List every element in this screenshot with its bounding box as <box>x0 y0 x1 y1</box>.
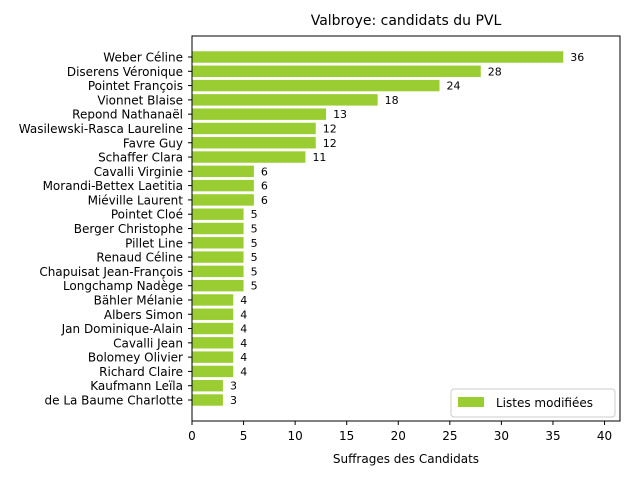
data-label: 4 <box>240 308 247 321</box>
data-label: 12 <box>323 137 337 150</box>
data-label: 11 <box>312 151 326 164</box>
y-tick-label: Cavalli Jean <box>113 336 183 350</box>
y-tick-label: Longchamp Nadège <box>63 279 183 293</box>
y-tick-label: Berger Christophe <box>74 222 183 236</box>
axes-spines <box>191 35 621 422</box>
data-label: 5 <box>251 223 258 236</box>
x-tick-label: 10 <box>287 429 302 443</box>
y-tick-label: Richard Claire <box>99 365 183 379</box>
bar <box>192 294 234 306</box>
data-label: 6 <box>261 180 268 193</box>
data-label: 5 <box>251 208 258 221</box>
bar <box>192 322 234 335</box>
bar <box>192 151 306 163</box>
x-tick-label: 30 <box>494 429 509 443</box>
y-tick-label: Jan Dominique-Alain <box>61 322 183 336</box>
y-tick-label: Cavalli Virginie <box>94 165 183 179</box>
x-tick-label: 20 <box>391 429 406 443</box>
y-tick-label: Kaufmann Leïla <box>90 379 183 393</box>
x-axis-ticks: 0 5 10 15 20 25 30 35 40 <box>188 421 612 443</box>
bar <box>192 222 244 235</box>
data-label: 5 <box>251 280 258 293</box>
bar <box>192 379 223 392</box>
bar <box>192 51 564 63</box>
y-tick-label: Chapuisat Jean-François <box>39 265 183 279</box>
y-tick-label: Weber Céline <box>103 51 183 65</box>
x-tick-label: 25 <box>442 429 457 443</box>
axes-frame <box>191 35 621 422</box>
y-tick-label: Repond Nathanaël <box>72 108 183 122</box>
y-tick-label: Pillet Line <box>125 236 183 250</box>
data-label: 4 <box>240 365 247 378</box>
y-tick-label: Pointet François <box>88 79 183 93</box>
y-tick-label: Miéville Laurent <box>88 193 184 207</box>
x-tick-label: 5 <box>240 429 248 443</box>
bar <box>192 122 316 135</box>
bar <box>192 351 234 363</box>
data-label: 3 <box>230 380 237 393</box>
bar <box>192 265 244 278</box>
bar <box>192 65 481 78</box>
legend-swatch <box>458 397 484 407</box>
data-label: 4 <box>240 351 247 364</box>
data-label: 4 <box>240 337 247 350</box>
bar <box>192 108 327 120</box>
bar <box>192 79 440 92</box>
x-axis-label: Suffrages des Candidats <box>333 452 479 466</box>
legend-box <box>450 388 616 418</box>
bar <box>192 137 316 149</box>
data-label: 6 <box>261 165 268 178</box>
x-tick-label: 40 <box>597 429 612 443</box>
data-label: 5 <box>251 237 258 250</box>
bar <box>192 194 254 206</box>
bar <box>192 251 244 263</box>
y-tick-label: Favre Guy <box>123 136 183 150</box>
data-label: 4 <box>240 323 247 336</box>
data-label: 5 <box>251 265 258 278</box>
y-tick-label: Pointet Cloé <box>111 208 183 222</box>
bar <box>192 165 254 178</box>
legend: Listes modifiées <box>450 388 616 418</box>
bar <box>192 279 244 292</box>
x-tick-label: 0 <box>188 429 196 443</box>
bar <box>192 308 234 320</box>
y-tick-label: Wasilewski-Rasca Laureline <box>19 122 183 136</box>
y-tick-label: Schaffer Clara <box>98 151 183 165</box>
data-label: 3 <box>230 394 237 407</box>
y-tick-label: Albers Simon <box>104 308 183 322</box>
bar <box>192 94 378 106</box>
bar <box>192 179 254 192</box>
data-label: 12 <box>323 122 337 135</box>
y-tick-label: de La Baume Charlotte <box>45 394 184 408</box>
y-tick-label: Diserens Véronique <box>67 65 183 79</box>
x-tick-label: 35 <box>545 429 560 443</box>
bar <box>192 365 234 378</box>
data-label: 6 <box>261 194 268 207</box>
data-label: 24 <box>447 80 461 93</box>
bar <box>192 237 244 249</box>
y-tick-label: Renaud Céline <box>96 251 183 265</box>
data-label: 4 <box>240 294 247 307</box>
data-label: 18 <box>385 94 399 107</box>
y-tick-label: Morandi-Bettex Laetitia <box>43 179 183 193</box>
bar <box>192 337 234 349</box>
x-tick-label: 15 <box>339 429 354 443</box>
data-label: 28 <box>488 65 502 78</box>
data-label: 36 <box>570 51 584 64</box>
data-label: 5 <box>251 251 258 264</box>
bar <box>192 394 223 406</box>
y-tick-label: Bähler Mélanie <box>94 293 183 307</box>
y-tick-label: Bolomey Olivier <box>88 351 183 365</box>
y-tick-label: Vionnet Blaise <box>97 93 183 107</box>
chart-title: Valbroye: candidats du PVL <box>311 13 502 29</box>
data-label: 13 <box>333 108 347 121</box>
bar <box>192 208 244 220</box>
legend-label: Listes modifiées <box>496 396 593 410</box>
